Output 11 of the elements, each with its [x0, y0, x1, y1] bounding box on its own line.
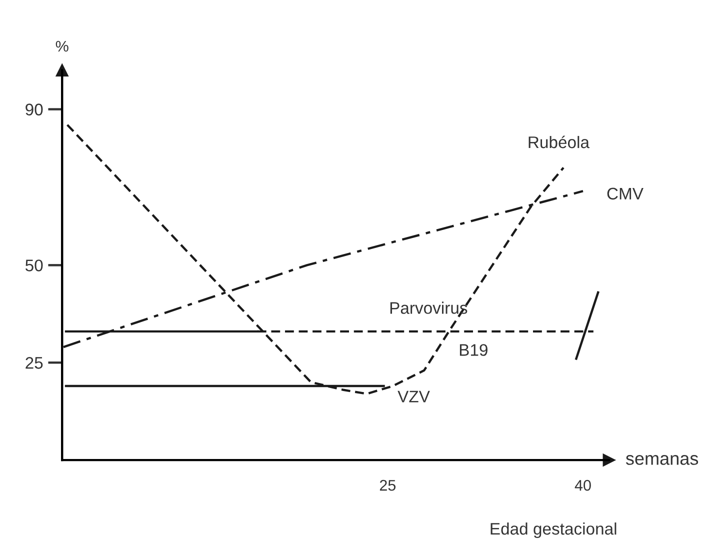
series-label: Rubéola — [528, 136, 590, 148]
series-label: VZV — [398, 390, 430, 402]
series-label: CMV — [607, 188, 644, 200]
x-tick-label: 40 — [574, 480, 591, 491]
y-tick-label: 25 — [26, 357, 43, 369]
y-axis-title: % — [56, 40, 68, 52]
x-axis-title: semanas — [626, 455, 698, 465]
text: Parvovirus B19 — [390, 302, 488, 356]
y-tick-label: 90 — [26, 104, 43, 116]
text: Edad gestacional — [490, 522, 616, 538]
y-tick-label: 50 — [26, 260, 43, 272]
